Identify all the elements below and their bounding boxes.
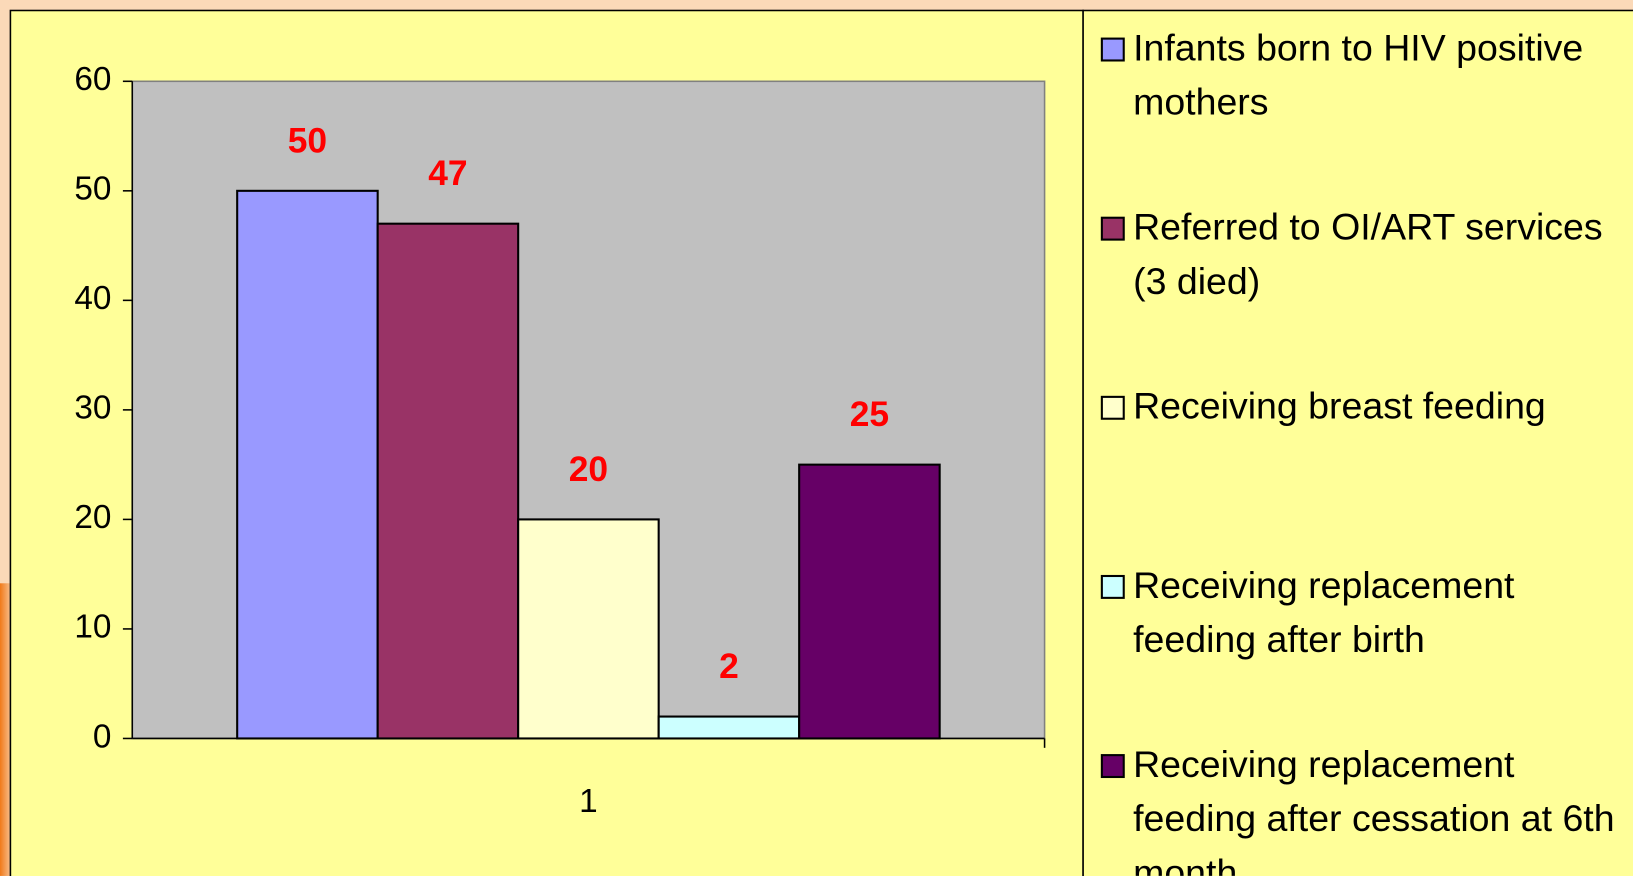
legend-entry: Receiving replacement feeding after cess… — [1133, 742, 1615, 876]
legend-entry: Receiving breast feeding — [1133, 384, 1546, 428]
legend-entry: Infants born to HIV positive mothers — [1133, 26, 1584, 123]
value-label: 50 — [288, 120, 327, 160]
legend-label: Receiving replacement feeding after birt… — [1133, 563, 1515, 661]
bar — [236, 189, 379, 740]
legend-swatch — [1100, 574, 1125, 599]
legend-panel — [1082, 9, 1633, 876]
y-tick-label: 30 — [74, 390, 111, 427]
legend-label: Infants born to HIV positive mothers — [1133, 26, 1584, 123]
value-label: 47 — [428, 153, 467, 193]
y-tick-label: 10 — [74, 609, 111, 646]
bar — [798, 463, 941, 740]
legend-swatch — [1100, 395, 1125, 420]
legend-label: Receiving replacement feeding after cess… — [1133, 742, 1615, 876]
value-label: 20 — [569, 449, 608, 489]
bar — [657, 715, 801, 740]
value-label: 2 — [719, 646, 739, 686]
y-tick-label: 20 — [74, 499, 111, 536]
x-tick-label: 1 — [579, 783, 598, 820]
y-tick-label: 0 — [93, 718, 112, 755]
bar — [376, 222, 520, 740]
legend-label: Referred to OI/ART services (3 died) — [1133, 205, 1603, 303]
bar — [517, 518, 660, 740]
y-tick-label: 50 — [74, 171, 111, 208]
legend-label: Receiving breast feeding — [1133, 384, 1546, 428]
y-tick-label: 60 — [74, 61, 111, 98]
legend-swatch — [1100, 216, 1125, 241]
legend-swatch — [1100, 37, 1125, 62]
legend-swatch — [1100, 754, 1125, 779]
legend-entry: Receiving replacement feeding after birt… — [1133, 563, 1515, 661]
y-tick-label: 40 — [74, 280, 111, 317]
legend-entry: Referred to OI/ART services (3 died) — [1133, 205, 1603, 303]
value-label: 25 — [850, 394, 889, 434]
